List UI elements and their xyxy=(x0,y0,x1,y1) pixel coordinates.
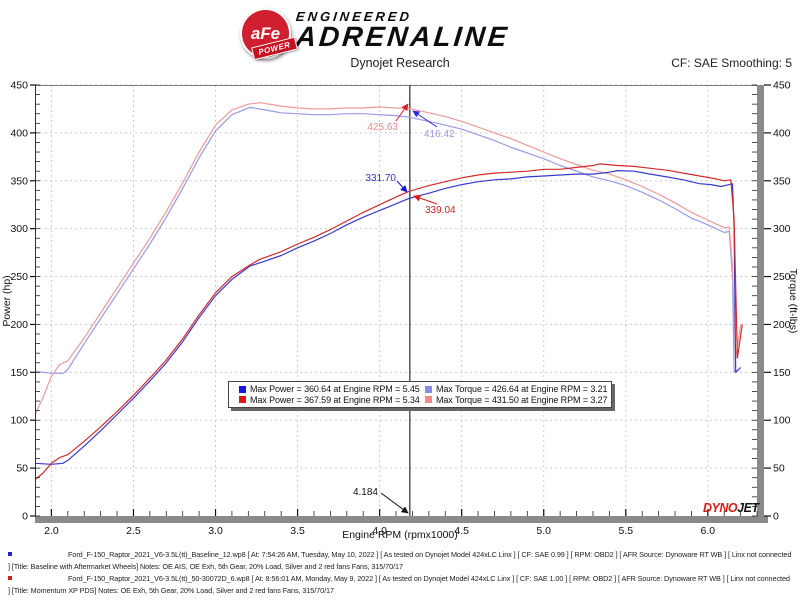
legend-item-baseline-max-torque: Max Torque = 426.64 at Engine RPM = 3.21 xyxy=(425,384,609,395)
y-left-tick-label: 100 xyxy=(10,415,28,427)
x-axis-band xyxy=(35,516,768,523)
gridlines xyxy=(35,84,762,516)
curve-baseline-torque xyxy=(34,106,740,374)
y-left-tick-label: 450 xyxy=(10,80,28,92)
legend-swatch-modified-power xyxy=(239,396,246,404)
annotation-arrow xyxy=(380,492,409,514)
run-info-baseline: Ford_F-150_Raptor_2021_V6-3.5L(tt)_Basel… xyxy=(0,549,792,572)
x-tick-label: 6.0 xyxy=(701,525,716,537)
annotation-label: 4.184 xyxy=(353,487,378,498)
y-left-tick-label: 50 xyxy=(16,463,28,475)
annotation-label: 339.04 xyxy=(425,205,456,216)
legend-label: Max Power = 360.64 at Engine RPM = 5.45 xyxy=(250,384,420,395)
axes: 2.0 2.5 3.0 3.5 4.0 4.5 5.0 5.5 6.0 0 50 100 150 200 2… xyxy=(10,80,790,538)
dynojet-logo-dyno: DYNO xyxy=(703,501,738,515)
y-left-tick-label: 150 xyxy=(10,367,28,379)
annotation-arrow xyxy=(413,194,438,205)
y-left-tick-label: 400 xyxy=(10,127,28,139)
annotation-arrow xyxy=(396,180,408,193)
x-tick-label: 2.5 xyxy=(126,525,141,537)
y-right-tick-label: 50 xyxy=(773,463,785,475)
y-right-tick-label: 0 xyxy=(773,511,779,523)
annotation-label: 425.63 xyxy=(367,122,398,133)
legend-item-modified-max-torque: Max Torque = 431.50 at Engine RPM = 3.27 xyxy=(425,395,609,406)
run-info-text: Ford_F-150_Raptor_2021_V6-3.5L(tt)_50-30… xyxy=(8,574,790,595)
annotation-arrow xyxy=(412,110,438,128)
annotation-label: 416.42 xyxy=(424,129,455,140)
annotations: 425.63 416.42 331.70 339.04 4.184 xyxy=(353,103,456,514)
legend-item-modified-max-power: Max Power = 367.59 at Engine RPM = 5.34 xyxy=(239,395,425,406)
run-info-modified: Ford_F-150_Raptor_2021_V6-3.5L(tt)_50-30… xyxy=(0,573,792,596)
legend-label: Max Power = 367.59 at Engine RPM = 5.34 xyxy=(250,394,420,405)
legend-item-baseline-max-power: Max Power = 360.64 at Engine RPM = 5.45 xyxy=(239,384,425,395)
y-right-tick-label: 350 xyxy=(773,175,791,187)
y-right-tick-label: 400 xyxy=(773,127,791,139)
y-right-tick-label: 200 xyxy=(773,319,791,331)
annotation-label: 331.70 xyxy=(365,173,396,184)
y-left-tick-label: 200 xyxy=(10,319,28,331)
curve-modified-power xyxy=(34,163,743,481)
dynojet-logo: DYNOJET xyxy=(703,501,759,515)
x-tick-label: 4.5 xyxy=(454,525,469,537)
y-left-tick-label: 350 xyxy=(10,175,28,187)
x-tick-label: 3.0 xyxy=(208,525,223,537)
modified-run-bullet xyxy=(8,576,12,580)
legend-swatch-baseline-power xyxy=(239,385,246,393)
x-tick-label: 4.0 xyxy=(372,525,387,537)
x-axis-title: Engine RPM (rpmx1000) xyxy=(342,529,458,541)
y-left-tick-label: 0 xyxy=(22,511,28,523)
baseline-run-bullet xyxy=(8,552,12,556)
y-right-tick-label: 100 xyxy=(773,415,791,427)
legend-label: Max Torque = 426.64 at Engine RPM = 3.21 xyxy=(436,384,608,395)
y-right-tick-label: 250 xyxy=(773,271,791,283)
x-tick-label: 2.0 xyxy=(44,525,59,537)
right-axis-band xyxy=(757,85,764,523)
y-left-tick-label: 300 xyxy=(10,223,28,235)
y-left-tick-label: 250 xyxy=(10,271,28,283)
afe-logo-text: aFe xyxy=(250,23,281,43)
x-tick-label: 5.5 xyxy=(618,525,633,537)
legend-swatch-baseline-torque xyxy=(425,385,432,393)
dyno-curves xyxy=(34,102,743,481)
right-axis-title: Torque (ft-lbs) xyxy=(787,269,799,334)
run-info-text: Ford_F-150_Raptor_2021_V6-3.5L(tt)_Basel… xyxy=(8,550,792,571)
x-tick-label: 3.5 xyxy=(290,525,305,537)
legend-label: Max Torque = 431.50 at Engine RPM = 3.27 xyxy=(436,394,608,405)
y-right-tick-label: 300 xyxy=(773,223,791,235)
y-right-tick-label: 450 xyxy=(773,80,791,92)
legend-box: Max Power = 360.64 at Engine RPM = 5.45 … xyxy=(228,381,612,408)
legend-swatch-modified-torque xyxy=(425,396,432,404)
left-axis-title: Power (hp) xyxy=(1,275,13,326)
x-tick-label: 5.0 xyxy=(536,525,551,537)
annotation-arrow xyxy=(395,103,409,122)
y-right-tick-label: 150 xyxy=(773,367,791,379)
chart-title: Dynojet Research xyxy=(350,56,450,70)
dynojet-logo-jet: JET xyxy=(737,501,759,515)
run-info-footer: Ford_F-150_Raptor_2021_V6-3.5L(tt)_Basel… xyxy=(0,549,792,597)
cf-smoothing-label: CF: SAE Smoothing: 5 xyxy=(671,56,792,70)
